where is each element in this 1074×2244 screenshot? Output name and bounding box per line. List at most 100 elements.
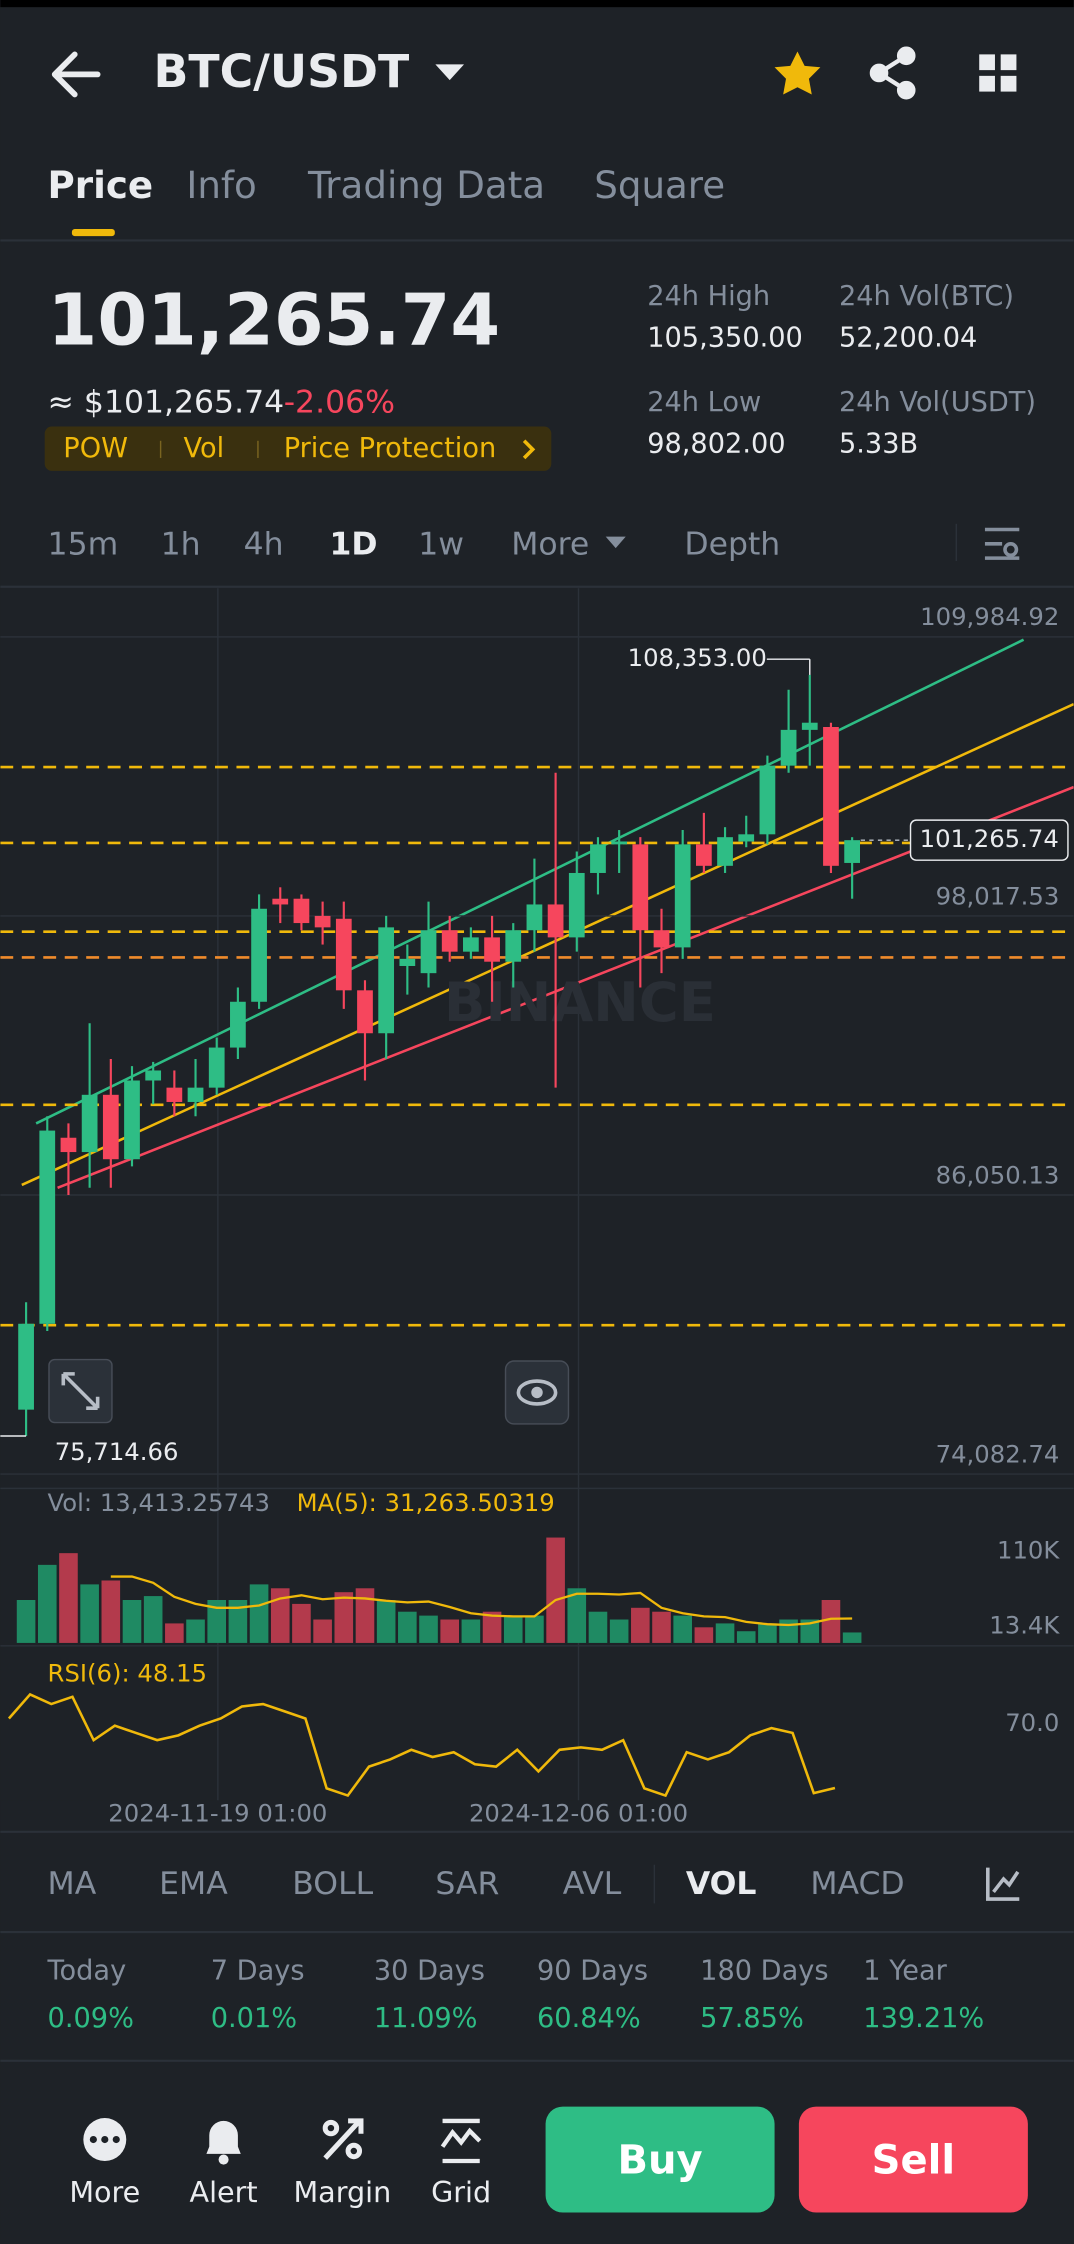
candle-body bbox=[335, 918, 352, 991]
volume-bar bbox=[398, 1611, 417, 1643]
stat-value: 52,200.04 bbox=[839, 323, 977, 354]
visibility-button[interactable] bbox=[504, 1360, 570, 1425]
tab[interactable]: Square bbox=[594, 163, 725, 207]
indicator-tab[interactable]: SAR bbox=[435, 1866, 499, 1902]
pair-title[interactable]: BTC/USDT bbox=[153, 44, 409, 98]
volume-ma-line bbox=[110, 1575, 853, 1627]
tag[interactable]: POW bbox=[63, 433, 128, 464]
tag[interactable]: Price Protection bbox=[284, 433, 497, 464]
candle-body bbox=[738, 834, 755, 842]
candle-body bbox=[60, 1137, 77, 1153]
margin-icon[interactable] bbox=[322, 2118, 364, 2160]
candle-body bbox=[357, 990, 373, 1034]
level-lines bbox=[0, 765, 1074, 1327]
candle-body bbox=[695, 844, 712, 866]
favorite-star[interactable] bbox=[774, 51, 821, 95]
volume-bar bbox=[652, 1611, 671, 1643]
buy-label[interactable]: Buy bbox=[617, 2137, 702, 2183]
stat-value: 5.33B bbox=[839, 429, 918, 460]
interval[interactable]: Depth bbox=[684, 526, 780, 562]
candle-body bbox=[293, 898, 310, 924]
sell-button[interactable] bbox=[798, 2106, 1028, 2213]
pair-dropdown[interactable] bbox=[435, 64, 465, 81]
volume-bar bbox=[122, 1599, 142, 1643]
back-button[interactable] bbox=[51, 51, 101, 98]
x-axis-label: 2024-12-06 01:00 bbox=[469, 1799, 688, 1828]
tab-indicator bbox=[71, 228, 115, 237]
interval[interactable]: 15m bbox=[48, 526, 119, 562]
date-axis bbox=[0, 1800, 1074, 1832]
candle-body bbox=[145, 1070, 162, 1081]
candle-body bbox=[187, 1087, 204, 1102]
indicator-tab[interactable]: BOLL bbox=[292, 1866, 373, 1902]
menu-grid[interactable] bbox=[979, 54, 1017, 92]
candle-body bbox=[378, 927, 395, 1034]
grid-icon[interactable] bbox=[440, 2118, 482, 2164]
volume-bar bbox=[249, 1584, 269, 1643]
volume-tick-label: 13.4K bbox=[989, 1611, 1060, 1640]
interval[interactable]: 1h bbox=[161, 526, 201, 562]
rsi-line bbox=[7, 1692, 836, 1798]
volume-bar bbox=[313, 1619, 332, 1643]
more-caret bbox=[605, 536, 626, 549]
action-label[interactable]: Grid bbox=[431, 2175, 491, 2209]
more-icon[interactable] bbox=[83, 2118, 127, 2161]
volume-bar bbox=[715, 1623, 735, 1643]
chart-settings[interactable] bbox=[984, 527, 1020, 560]
interval[interactable]: 1D bbox=[329, 526, 377, 562]
volume-bar bbox=[101, 1580, 121, 1643]
candle-body bbox=[780, 729, 797, 766]
trend-line bbox=[35, 638, 1025, 1125]
stat-value: 105,350.00 bbox=[647, 323, 803, 354]
performance-period: 30 Days bbox=[374, 1956, 485, 1987]
tag-bar[interactable] bbox=[44, 426, 552, 471]
interval[interactable]: More bbox=[511, 526, 589, 562]
volume-bar bbox=[567, 1588, 587, 1643]
tab[interactable]: Price bbox=[48, 163, 154, 207]
indicator-tab[interactable]: VOL bbox=[686, 1866, 757, 1902]
stat-value: 98,802.00 bbox=[647, 429, 785, 460]
performance-period: 90 Days bbox=[537, 1956, 648, 1987]
volume-ma-label: MA(5): 31,263.50319 bbox=[297, 1488, 555, 1517]
indicator-settings[interactable] bbox=[986, 1867, 1020, 1901]
candle-body bbox=[166, 1087, 183, 1102]
indicator-tab[interactable]: EMA bbox=[159, 1866, 228, 1902]
tab[interactable]: Trading Data bbox=[307, 163, 545, 207]
candle-body bbox=[272, 898, 289, 905]
candle-body bbox=[441, 930, 458, 952]
buy-button[interactable] bbox=[545, 2106, 775, 2213]
sell-label[interactable]: Sell bbox=[872, 2137, 956, 2183]
candle-body bbox=[547, 904, 564, 938]
performance-period: 1 Year bbox=[863, 1956, 947, 1987]
tab[interactable]: Info bbox=[186, 163, 256, 207]
tag[interactable]: Vol bbox=[184, 433, 225, 464]
action-label[interactable]: Margin bbox=[294, 2175, 392, 2209]
volume-bar bbox=[609, 1619, 629, 1643]
stat-label: 24h Vol(BTC) bbox=[839, 281, 1014, 312]
interval[interactable]: 4h bbox=[244, 526, 284, 562]
candle-body bbox=[505, 930, 522, 962]
indicator-tab[interactable]: AVL bbox=[563, 1866, 622, 1902]
volume-bar bbox=[419, 1615, 438, 1643]
stat-label: 24h Low bbox=[647, 387, 761, 418]
status-strip bbox=[0, 0, 1074, 8]
interval[interactable]: 1w bbox=[418, 526, 464, 562]
action-label[interactable]: More bbox=[69, 2175, 140, 2209]
alert-icon[interactable] bbox=[206, 2120, 241, 2165]
candle-body bbox=[18, 1323, 34, 1410]
indicator-tab[interactable]: MACD bbox=[810, 1866, 904, 1902]
x-axis-label: 2024-11-19 01:00 bbox=[108, 1799, 327, 1828]
volume-bar bbox=[482, 1611, 502, 1643]
indicator-tab[interactable]: MA bbox=[48, 1866, 97, 1902]
expand-button[interactable] bbox=[48, 1358, 113, 1424]
candle-body bbox=[81, 1094, 98, 1153]
action-label[interactable]: Alert bbox=[190, 2175, 258, 2209]
volume-bar bbox=[800, 1619, 820, 1643]
volume-bar bbox=[673, 1615, 692, 1643]
volume-bar bbox=[461, 1619, 481, 1643]
share-button[interactable] bbox=[869, 46, 916, 100]
rsi-label: RSI(6): 48.15 bbox=[48, 1658, 207, 1687]
volume-bar bbox=[16, 1599, 36, 1643]
